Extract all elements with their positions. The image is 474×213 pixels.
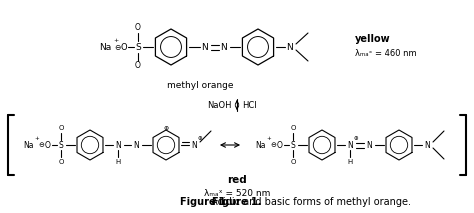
Text: ⊕: ⊕ [164,125,169,131]
Text: ⊖: ⊖ [270,142,276,148]
Text: N: N [191,141,197,150]
Text: O: O [290,125,296,131]
Text: N: N [287,43,293,52]
Text: O: O [45,141,51,150]
Text: O: O [58,125,64,131]
Text: O: O [277,141,283,150]
Text: ⊕: ⊕ [198,135,202,141]
Text: Na: Na [99,43,111,52]
Text: λₘₐˣ = 520 nm: λₘₐˣ = 520 nm [204,189,270,197]
Text: methyl orange: methyl orange [167,81,233,89]
Text: ⊖: ⊖ [114,43,120,52]
Text: yellow: yellow [355,34,391,44]
Text: S: S [59,141,64,150]
Text: H: H [347,159,353,165]
Text: N: N [220,43,228,52]
Text: +: + [266,135,272,141]
Text: O: O [135,62,141,71]
Text: Na: Na [23,141,34,150]
Text: O: O [135,23,141,33]
Text: Na: Na [255,141,265,150]
Text: S: S [291,141,295,150]
Text: N: N [201,43,209,52]
Text: ⊖: ⊖ [38,142,44,148]
Text: N: N [133,141,139,150]
Text: O: O [58,159,64,165]
Text: ⊕: ⊕ [354,135,358,141]
Text: NaOH: NaOH [208,101,232,109]
Text: +: + [35,135,39,141]
Text: N: N [366,141,372,150]
Text: Acidic and basic forms of methyl orange.: Acidic and basic forms of methyl orange. [208,197,411,207]
Text: S: S [135,43,141,52]
Text: λₘₐˣ = 460 nm: λₘₐˣ = 460 nm [355,49,417,59]
Text: Figure 1.: Figure 1. [180,197,229,207]
Text: H: H [115,159,120,165]
Text: N: N [115,141,121,150]
Text: O: O [290,159,296,165]
Text: O: O [121,43,128,52]
Text: N: N [424,141,430,150]
Text: HCl: HCl [242,101,256,109]
Text: +: + [113,37,118,43]
Text: N: N [347,141,353,150]
Text: Figure 1.: Figure 1. [212,197,262,207]
Text: red: red [227,175,247,185]
